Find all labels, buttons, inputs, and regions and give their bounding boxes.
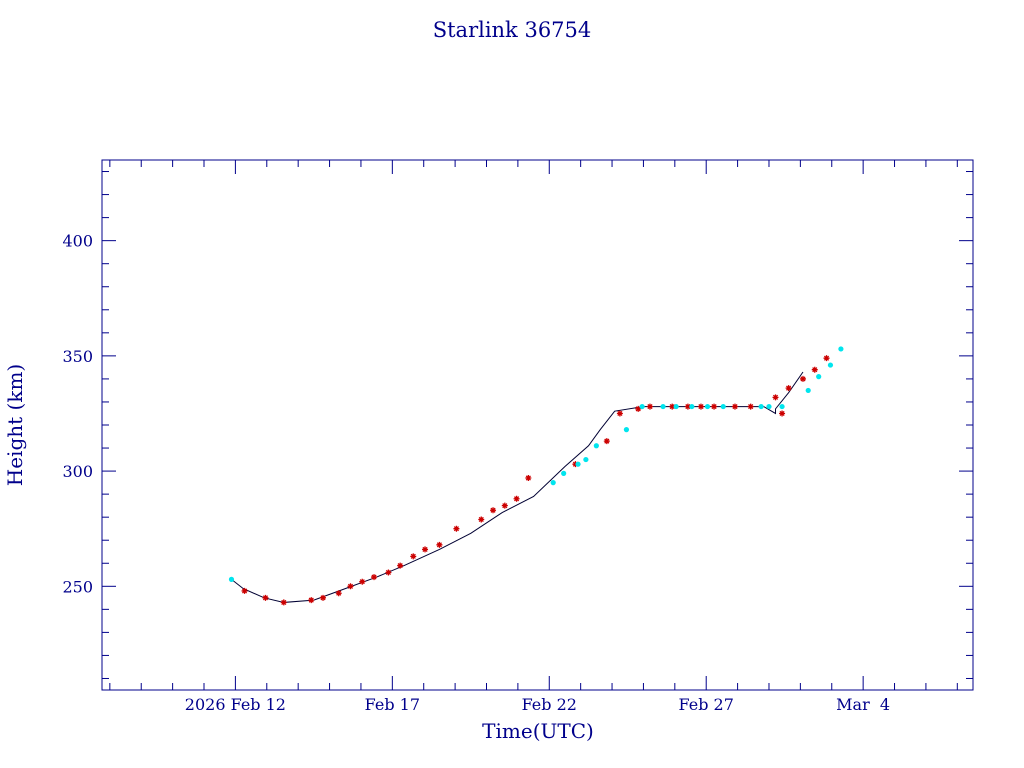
cyan-point bbox=[623, 427, 630, 433]
cyan-point bbox=[779, 403, 785, 410]
cyan-point bbox=[704, 403, 711, 410]
red-star-point bbox=[397, 562, 404, 569]
cyan-point bbox=[593, 443, 599, 449]
cyan-point bbox=[583, 456, 589, 463]
red-star-point bbox=[308, 597, 315, 604]
red-star-point bbox=[385, 569, 392, 576]
red-star-point bbox=[280, 599, 287, 606]
red-star-point bbox=[262, 594, 269, 601]
red-star-point bbox=[697, 403, 704, 410]
red-star-point bbox=[410, 553, 417, 560]
red-star-point bbox=[320, 594, 327, 601]
y-tick-label: 400 bbox=[62, 232, 93, 251]
red-star-point bbox=[525, 475, 532, 481]
x-tick-label: 2026 Feb 12 bbox=[185, 695, 286, 714]
cyan-point bbox=[561, 470, 567, 476]
red-star-point bbox=[478, 516, 485, 523]
red-star-point bbox=[785, 385, 792, 392]
red-star-point bbox=[646, 403, 653, 410]
y-tick-label: 250 bbox=[62, 577, 93, 596]
y-tick-label: 350 bbox=[62, 347, 93, 366]
x-tick-label: Feb 17 bbox=[365, 695, 420, 714]
red-star-point bbox=[779, 410, 786, 417]
chart-title: Starlink 36754 bbox=[433, 18, 592, 42]
axis-ticks bbox=[102, 160, 973, 690]
red-star-point bbox=[616, 410, 623, 417]
cyan-point bbox=[827, 362, 834, 368]
red-star-point bbox=[684, 403, 691, 410]
x-tick-label: Feb 22 bbox=[522, 695, 577, 714]
red-star-point bbox=[436, 541, 443, 548]
y-tick-labels: 250 300 350 400 bbox=[62, 232, 93, 597]
y-tick-label: 300 bbox=[62, 462, 93, 481]
cyan-point bbox=[766, 403, 772, 410]
red-star-point bbox=[731, 403, 738, 410]
red-star-point bbox=[335, 590, 342, 597]
red-star-point bbox=[422, 546, 429, 553]
cyan-point bbox=[660, 403, 666, 410]
cyan-point bbox=[758, 403, 764, 410]
plot-frame bbox=[101, 159, 974, 691]
x-tick-label: Feb 27 bbox=[679, 695, 734, 714]
cyan-point bbox=[228, 576, 235, 582]
red-star-point bbox=[513, 495, 520, 502]
cyan-point bbox=[838, 346, 844, 352]
red-star-point bbox=[799, 375, 806, 382]
red-star-point bbox=[669, 403, 676, 410]
red-star-point bbox=[453, 525, 460, 532]
y-axis-label: Height (km) bbox=[3, 364, 27, 486]
cyan-point bbox=[673, 403, 679, 410]
x-tick-label: Mar 4 bbox=[836, 695, 890, 714]
red-star-point bbox=[635, 405, 642, 412]
x-axis-label: Time(UTC) bbox=[482, 719, 594, 743]
red-star-point bbox=[772, 394, 779, 401]
red-star-point bbox=[823, 355, 830, 362]
series-layer bbox=[228, 346, 844, 606]
red-star-point bbox=[241, 587, 248, 594]
red-star-point bbox=[347, 583, 354, 590]
height-trace-line bbox=[231, 371, 804, 603]
red-star-point bbox=[747, 403, 754, 410]
red-star-point bbox=[711, 403, 718, 410]
red-star-point bbox=[359, 578, 366, 585]
cyan-point bbox=[689, 403, 695, 410]
cyan-point bbox=[550, 480, 556, 486]
red-star-point bbox=[603, 438, 610, 445]
cyan-point bbox=[816, 374, 822, 380]
red-star-point bbox=[811, 366, 818, 373]
cyan-point bbox=[639, 403, 645, 410]
x-tick-labels: 2026 Feb 12 Feb 17 Feb 22 Feb 27 Mar 4 bbox=[185, 695, 890, 714]
red-star-point bbox=[572, 461, 579, 468]
cyan-point bbox=[720, 403, 726, 410]
red-star-point bbox=[490, 507, 497, 514]
cyan-point bbox=[575, 461, 581, 467]
red-star-point bbox=[501, 502, 508, 509]
cyan-point bbox=[805, 387, 811, 394]
red-star-point bbox=[371, 574, 378, 581]
